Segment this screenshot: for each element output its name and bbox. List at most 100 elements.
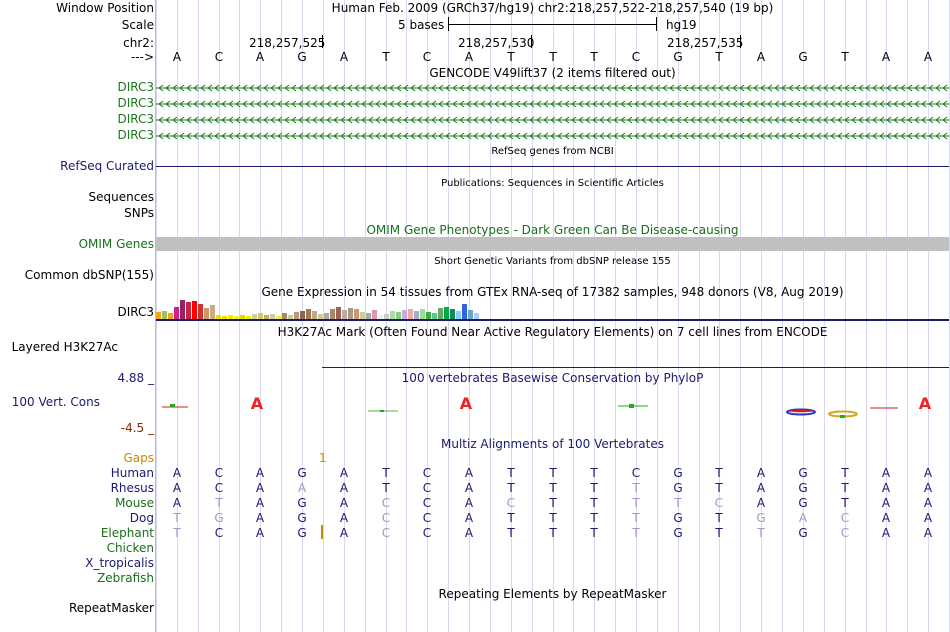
gencode-item-label[interactable]: DIRC3	[117, 112, 154, 126]
species-label[interactable]: Rhesus	[110, 481, 154, 495]
gtex-bar[interactable]	[348, 308, 353, 319]
gtex-bar[interactable]	[378, 315, 383, 319]
gencode-item-label[interactable]: DIRC3	[117, 128, 154, 142]
gtex-bar[interactable]	[444, 307, 449, 319]
refseq-label[interactable]: RefSeq Curated	[60, 159, 154, 173]
gtex-bar[interactable]	[354, 309, 359, 319]
dbsnp-label[interactable]: Common dbSNP(155)	[24, 268, 154, 282]
gtex-bar[interactable]	[156, 312, 161, 319]
gtex-bar[interactable]	[438, 308, 443, 319]
sequences-label[interactable]: Sequences	[88, 190, 154, 204]
gtex-bar[interactable]	[474, 313, 479, 319]
species-label[interactable]: Chicken	[106, 541, 154, 555]
gtex-bar[interactable]	[252, 314, 257, 319]
gtex-bar[interactable]	[222, 316, 227, 319]
aligned-base: A	[798, 511, 808, 525]
gencode-item-label[interactable]: DIRC3	[117, 80, 154, 94]
gtex-bar[interactable]	[384, 314, 389, 319]
base-letter: T	[549, 50, 557, 64]
conservation-logo[interactable]: A A A	[156, 395, 949, 423]
base-letter: G	[673, 50, 683, 64]
gtex-bar[interactable]	[174, 307, 179, 319]
cons-mark	[380, 410, 384, 412]
gtex-bar[interactable]	[186, 302, 191, 319]
species-label[interactable]: Human	[110, 466, 154, 480]
gtex-bar[interactable]	[300, 311, 305, 319]
gencode-transcript[interactable]	[156, 98, 949, 110]
gtex-bar[interactable]	[276, 316, 281, 319]
repeatmasker-label[interactable]: RepeatMasker	[68, 601, 154, 615]
gtex-bar[interactable]	[180, 300, 185, 319]
gtex-bar[interactable]	[198, 304, 203, 319]
gtex-bar[interactable]	[330, 309, 335, 319]
gtex-bar[interactable]	[426, 312, 431, 319]
species-label[interactable]: Mouse	[115, 496, 154, 510]
gtex-bar[interactable]	[402, 310, 407, 319]
gtex-gene-line[interactable]	[156, 319, 949, 321]
position-tick	[322, 35, 323, 48]
guide-line	[699, 0, 700, 632]
gtex-bar[interactable]	[270, 314, 275, 319]
aligned-base: A	[923, 481, 933, 495]
omim-gene-bar[interactable]	[156, 237, 949, 251]
gtex-bar[interactable]	[396, 312, 401, 319]
gtex-bar[interactable]	[360, 312, 365, 319]
gtex-bar[interactable]	[204, 308, 209, 319]
gtex-bar[interactable]	[162, 311, 167, 319]
gtex-bar[interactable]	[468, 310, 473, 319]
base-letter: T	[507, 50, 515, 64]
gtex-bar[interactable]	[450, 309, 455, 319]
gencode-item-label[interactable]: DIRC3	[117, 96, 154, 110]
multiz-title: Multiz Alignments of 100 Vertebrates	[440, 437, 665, 451]
species-label[interactable]: X_tropicalis	[85, 556, 154, 570]
omim-label[interactable]: OMIM Genes	[78, 237, 154, 251]
snps-label[interactable]: SNPs	[124, 206, 154, 220]
gtex-bar[interactable]	[210, 305, 215, 319]
gaps-label[interactable]: Gaps	[123, 451, 154, 465]
gtex-bar[interactable]	[336, 307, 341, 319]
gtex-bar[interactable]	[288, 315, 293, 319]
aligned-base: A	[339, 481, 349, 495]
aligned-base: A	[923, 526, 933, 540]
gtex-bar[interactable]	[168, 313, 173, 319]
gtex-bar[interactable]	[246, 316, 251, 319]
aligned-base: G	[798, 481, 808, 495]
gtex-bar[interactable]	[258, 313, 263, 319]
gtex-bar[interactable]	[432, 313, 437, 319]
h3k27ac-label[interactable]: Layered H3K27Ac	[11, 340, 118, 354]
gtex-bar[interactable]	[390, 311, 395, 319]
gtex-bar[interactable]	[306, 309, 311, 319]
gtex-bar[interactable]	[312, 311, 317, 319]
gtex-bar[interactable]	[462, 304, 467, 319]
gtex-bar[interactable]	[324, 313, 329, 319]
gtex-bar[interactable]	[366, 313, 371, 319]
gtex-bar[interactable]	[342, 310, 347, 319]
gtex-bar[interactable]	[372, 310, 377, 319]
base-letter: A	[756, 50, 766, 64]
gtex-bar[interactable]	[294, 312, 299, 319]
gtex-bar[interactable]	[456, 311, 461, 319]
refseq-gene-line[interactable]	[156, 166, 949, 167]
species-label[interactable]: Dog	[129, 511, 154, 525]
gtex-bar[interactable]	[192, 301, 197, 319]
gtex-bar[interactable]	[216, 315, 221, 319]
gtex-bar[interactable]	[240, 315, 245, 319]
gtex-gene-label[interactable]: DIRC3	[117, 305, 154, 319]
gtex-bar[interactable]	[282, 313, 287, 319]
species-label[interactable]: Elephant	[100, 526, 154, 540]
gtex-bar[interactable]	[234, 316, 239, 319]
gtex-bar[interactable]	[318, 314, 323, 319]
gtex-bar[interactable]	[264, 315, 269, 319]
gtex-bar[interactable]	[228, 315, 233, 319]
gtex-bar[interactable]	[414, 311, 419, 319]
gencode-transcript[interactable]	[156, 114, 949, 126]
gtex-bar[interactable]	[420, 309, 425, 319]
species-label[interactable]: Zebrafish	[97, 571, 154, 585]
gencode-transcript[interactable]	[156, 82, 949, 94]
gtex-bar[interactable]	[408, 309, 413, 319]
aligned-base: C	[381, 526, 391, 540]
gencode-transcript[interactable]	[156, 130, 949, 142]
conservation-label[interactable]: 100 Vert. Cons	[11, 395, 100, 409]
aligned-base: T	[632, 481, 640, 495]
